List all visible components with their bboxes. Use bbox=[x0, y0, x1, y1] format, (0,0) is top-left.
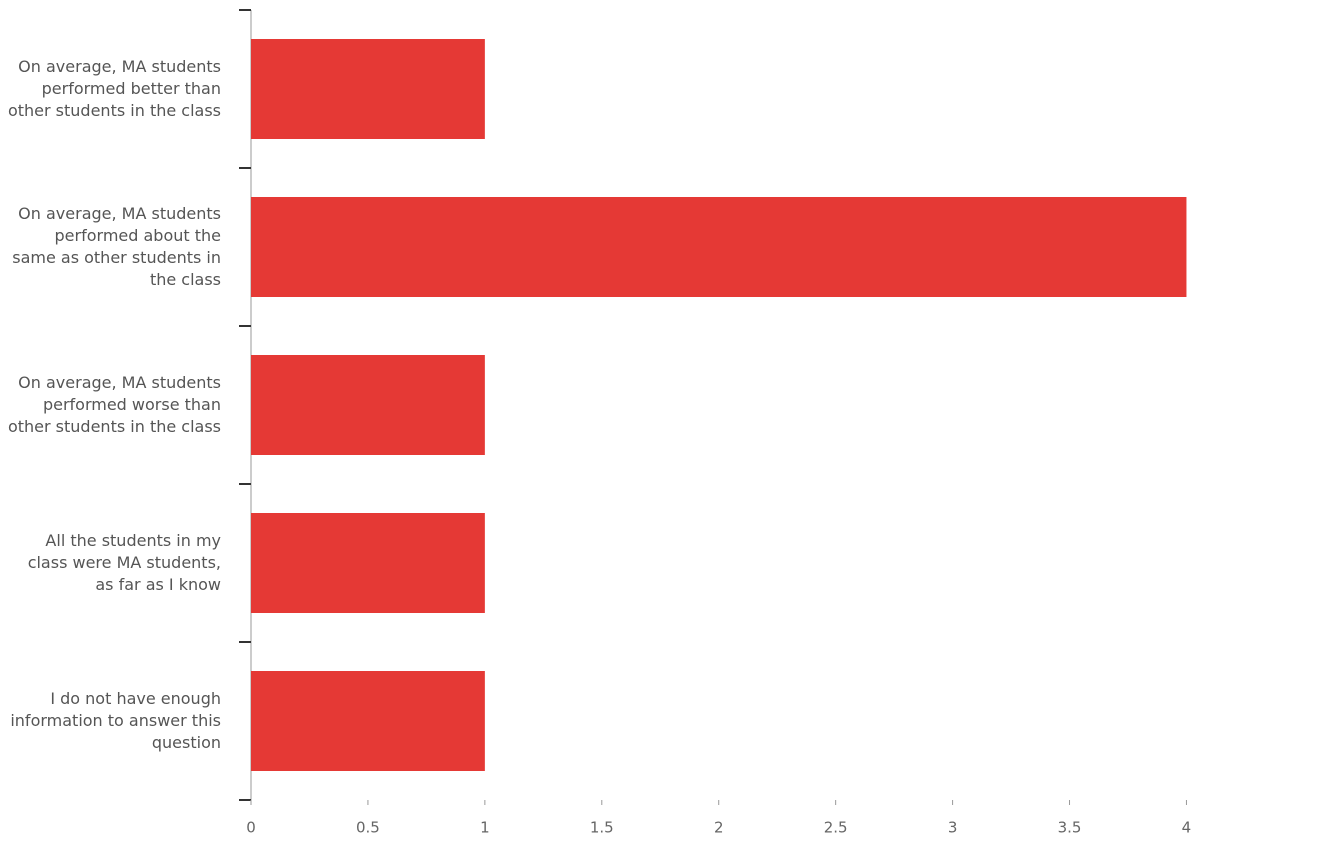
category-label: On average, MA students performed about … bbox=[12, 204, 221, 289]
bar bbox=[251, 39, 485, 139]
category-label: On average, MA students performed worse … bbox=[7, 373, 221, 436]
x-tick-label: 0 bbox=[246, 819, 256, 837]
x-tick-label: 3.5 bbox=[1058, 819, 1082, 837]
x-tick-label: 3 bbox=[948, 819, 958, 837]
category-label: I do not have enough information to answ… bbox=[10, 689, 221, 752]
x-tick-label: 1.5 bbox=[590, 819, 614, 837]
category-label: On average, MA students performed better… bbox=[7, 57, 221, 120]
x-tick-label: 4 bbox=[1182, 819, 1192, 837]
x-tick-label: 2 bbox=[714, 819, 724, 837]
bar bbox=[251, 671, 485, 771]
x-tick-label: 2.5 bbox=[824, 819, 848, 837]
category-label: All the students in my class were MA stu… bbox=[27, 531, 221, 594]
bar bbox=[251, 513, 485, 613]
x-tick-label: 1 bbox=[480, 819, 490, 837]
bar bbox=[251, 197, 1187, 297]
bar bbox=[251, 355, 485, 455]
x-tick-label: 0.5 bbox=[356, 819, 380, 837]
